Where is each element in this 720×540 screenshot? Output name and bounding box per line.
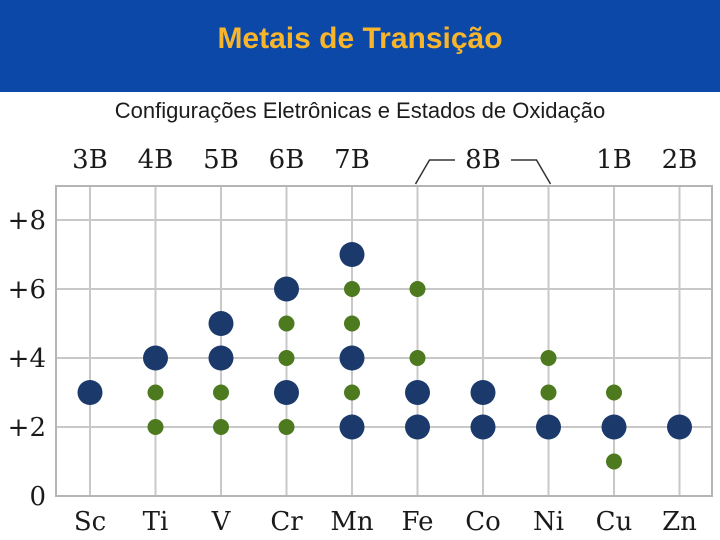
minor-state-dot-cr xyxy=(278,419,295,435)
y-tick-label: +4 xyxy=(8,344,46,374)
major-state-dot-cu xyxy=(601,414,627,440)
minor-state-dot-mn xyxy=(344,315,360,332)
element-label-zn: Zn xyxy=(662,507,697,537)
group-label: 1B xyxy=(596,145,632,175)
group-label: 6B xyxy=(269,145,305,175)
group-label: 8B xyxy=(465,145,501,175)
minor-state-dot-mn xyxy=(344,384,360,401)
major-state-dot-mn xyxy=(339,242,365,267)
minor-state-dot-fe xyxy=(409,350,426,366)
major-state-dot-ni xyxy=(536,414,561,440)
page-title: Metais de Transição xyxy=(217,22,503,55)
y-tick-label: 0 xyxy=(29,482,46,512)
group-label: 5B xyxy=(203,145,239,175)
element-label-co: Co xyxy=(465,507,501,537)
group-label: 4B xyxy=(138,145,174,175)
minor-state-dot-cu xyxy=(606,384,622,401)
y-tick-label: +6 xyxy=(8,275,46,305)
element-label-ni: Ni xyxy=(533,507,564,537)
element-label-ti: Ti xyxy=(143,507,169,537)
element-label-sc: Sc xyxy=(74,507,106,537)
minor-state-dot-v xyxy=(213,419,229,435)
minor-state-dot-ni xyxy=(540,384,557,401)
major-state-dot-ti xyxy=(143,345,168,371)
minor-state-dot-ti xyxy=(147,419,164,435)
minor-state-dot-cr xyxy=(278,315,295,332)
element-label-fe: Fe xyxy=(401,507,433,537)
major-state-dot-cr xyxy=(274,276,299,302)
group-label: 2B xyxy=(662,145,698,175)
minor-state-dot-ti xyxy=(147,384,164,401)
minor-state-dot-mn xyxy=(344,281,360,297)
major-state-dot-sc xyxy=(77,380,103,405)
major-state-dot-zn xyxy=(667,414,692,440)
major-state-dot-v xyxy=(208,345,234,371)
title-banner: Metais de Transição xyxy=(0,0,720,92)
group-bracket-left xyxy=(414,159,455,185)
minor-state-dot-cr xyxy=(278,350,295,366)
minor-state-dot-fe xyxy=(409,281,426,297)
y-tick-label: +2 xyxy=(8,413,46,443)
major-state-dot-fe xyxy=(405,380,430,405)
major-state-dot-mn xyxy=(339,345,365,371)
element-label-mn: Mn xyxy=(330,507,374,537)
chart-subtitle: Configurações Eletrônicas e Estados de O… xyxy=(114,98,606,123)
minor-state-dot-cu xyxy=(606,453,622,470)
minor-state-dot-v xyxy=(213,384,229,401)
group-label: 7B xyxy=(334,145,370,175)
element-label-v: V xyxy=(211,507,232,537)
group-bracket-right xyxy=(511,159,552,185)
major-state-dot-mn xyxy=(339,414,365,440)
major-state-dot-co xyxy=(470,414,496,440)
group-label: 3B xyxy=(72,145,108,175)
major-state-dot-fe xyxy=(405,414,430,440)
element-label-cr: Cr xyxy=(270,507,303,537)
major-state-dot-v xyxy=(208,311,234,336)
major-state-dot-co xyxy=(470,380,496,405)
plot-frame xyxy=(55,185,713,497)
minor-state-dot-ni xyxy=(540,350,557,366)
element-label-cu: Cu xyxy=(596,507,633,537)
y-tick-label: +8 xyxy=(8,206,46,236)
major-state-dot-cr xyxy=(274,380,299,405)
